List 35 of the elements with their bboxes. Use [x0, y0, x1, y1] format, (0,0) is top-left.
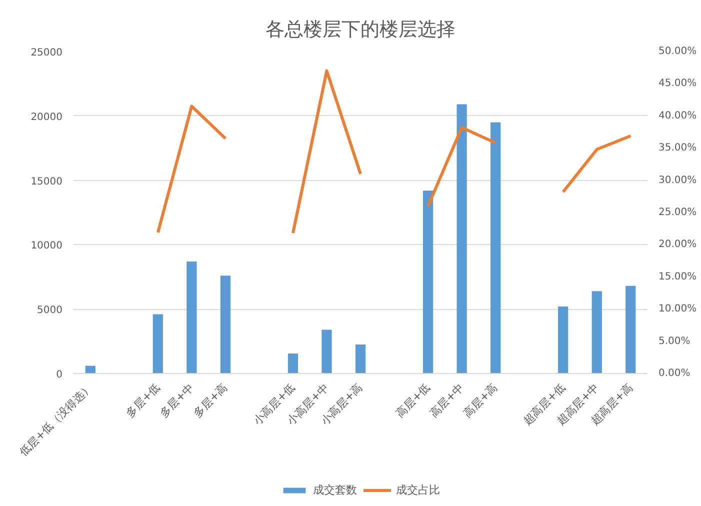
y2-tick-label: 25.00% [658, 207, 697, 218]
y2-tick-label: 30.00% [658, 174, 697, 186]
y-tick-label: 5000 [37, 305, 63, 316]
legend-label: 成交套数 [313, 482, 357, 498]
legend-label: 成交占比 [396, 482, 440, 498]
bar [322, 330, 332, 374]
y-tick-label: 10000 [30, 240, 62, 252]
y2-tick-label: 5.00% [658, 336, 690, 347]
bar [288, 354, 298, 374]
bar [220, 276, 231, 374]
bar [558, 306, 568, 374]
y-tick-label: 20000 [30, 112, 62, 123]
y2-tick-label: 45.00% [658, 78, 697, 90]
y2-tick-label: 35.00% [658, 142, 697, 154]
y2-tick-label: 20.00% [658, 239, 697, 250]
y-tick-label: 0 [56, 370, 63, 380]
bar [186, 261, 197, 374]
x-tick-label: 多层+高 [190, 380, 230, 420]
bar [626, 286, 636, 374]
chart-title: 各总楼层下的楼层选择 [266, 18, 456, 40]
y-tick-label: 25000 [30, 48, 62, 58]
y2-tick-label: 50.00% [658, 46, 697, 57]
y2-tick-label: 40.00% [658, 110, 697, 122]
y2-tick-label: 0.00% [658, 368, 690, 379]
x-tick-label: 高层+高 [461, 380, 500, 420]
x-tick-label: 低层+低（没得选） [17, 380, 95, 459]
bar [355, 344, 366, 374]
bar [592, 291, 602, 374]
y2-tick-label: 15.00% [658, 271, 697, 282]
y2-tick-label: 10.00% [658, 304, 697, 315]
bar [152, 314, 163, 374]
y-tick-label: 15000 [30, 176, 62, 188]
bar [422, 190, 434, 374]
bar [490, 122, 501, 374]
bar [456, 104, 467, 374]
